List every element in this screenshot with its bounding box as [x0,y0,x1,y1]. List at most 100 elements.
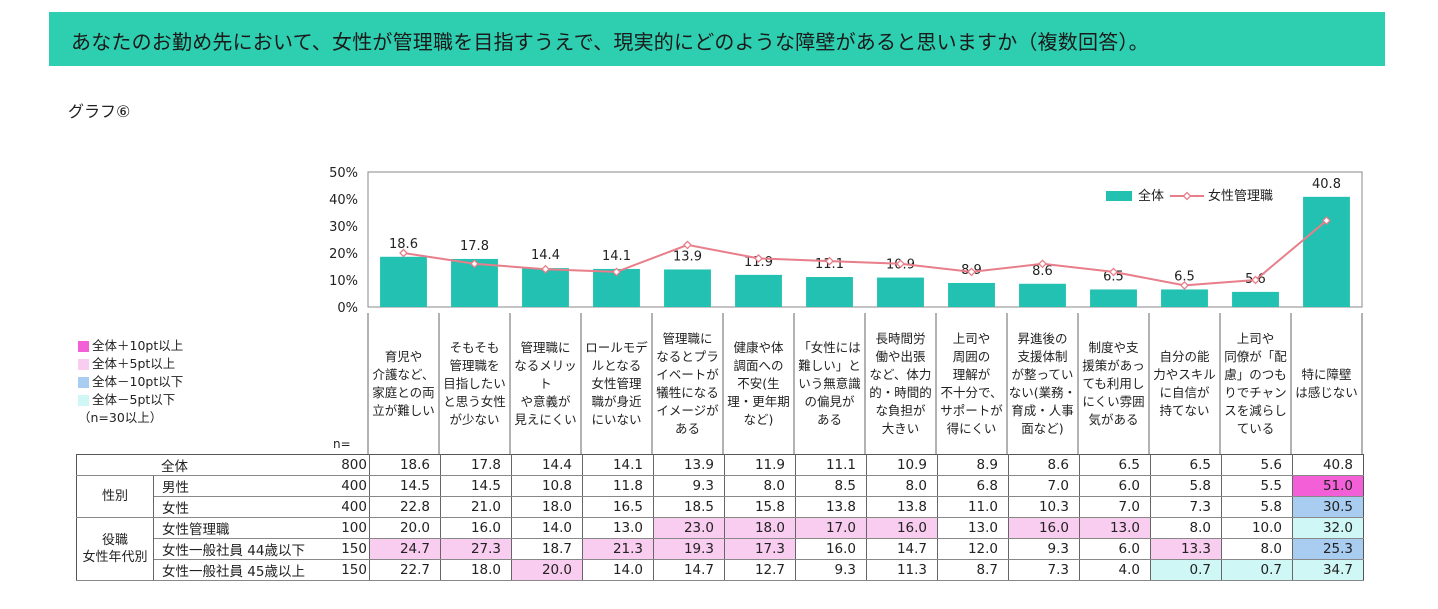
row-label: 女性一般社員 45歳以上 [153,559,315,581]
category-label: 特に障壁 は感じない [1291,330,1362,438]
table-cell: 19.3 [653,538,725,560]
data-table: 全体 800 18.6 17.8 14.4 14.1 13.9 11.9 11.1 10.9 8.9… [76,454,1364,581]
table-cell: 16.0 [1008,517,1080,539]
table-cell: 17.0 [795,517,867,539]
legend-label-line: 女性管理職 [1208,188,1273,204]
table-cell: 13.8 [795,496,867,518]
row-n: 150 [314,559,370,581]
table-cell: 13.0 [582,517,654,539]
table-cell: 10.0 [1221,517,1293,539]
line-marker [1322,216,1331,226]
category-label-text: 管理職に なるとプラ イベートが 犠牲になる イメージが ある [656,331,719,436]
category-label-text: 特に障壁 は感じない [1295,367,1358,400]
category-label: 「女性には 難しい」と いう無意識 の偏見が ある [794,330,865,438]
category-label-text: ロールモデ ルとなる 女性管理 職が身近 にいない [585,340,648,427]
table-cell: 6.8 [937,475,1009,497]
table-cell: 22.8 [369,496,441,518]
table-cell: 30.5 [1292,496,1364,518]
table-cell: 11.9 [724,454,796,476]
category-label: 上司や 同僚が「配 慮」のつも りでチャン スを減らし ている [1220,330,1291,438]
table-cell: 6.5 [1150,454,1222,476]
category-label: 制度や支 援策があっ ても利用し にくい雰囲 気がある [1078,330,1149,438]
line-marker [1038,259,1047,269]
category-label-text: 上司や 周囲の 理解が 不十分で、 サポートが 得にくい [940,331,1003,436]
bar [735,274,782,307]
table-cell: 21.0 [440,496,512,518]
row-label: 女性管理職 [153,517,315,539]
table-cell: 18.0 [724,517,796,539]
line-marker [470,259,479,269]
row-label: 女性一般社員 44歳以下 [153,538,315,560]
y-tick-label: 50% [329,166,358,181]
table-cell: 12.0 [937,538,1009,560]
line-marker [967,267,976,277]
line-marker [612,267,621,277]
table-cell: 13.8 [866,496,938,518]
line-marker [683,240,692,250]
line-marker [1180,280,1189,290]
table-cell: 18.0 [440,559,512,581]
bar [1019,283,1066,307]
table-cell: 8.7 [937,559,1009,581]
table-cell: 34.7 [1292,559,1364,581]
table-cell: 22.7 [369,559,441,581]
table-cell: 11.1 [795,454,867,476]
plot-frame [367,171,1363,308]
category-label: 健康や体 調面への 不安(生 理・更年期 など) [723,330,794,438]
data-label: 14.4 [531,248,560,263]
data-label: 8.6 [1032,264,1053,279]
y-tick-label: 40% [329,193,358,208]
category-label: 長時間労 働や出張 など、体力 的・時間的 な負担が 大きい [865,330,936,438]
table-cell: 15.8 [724,496,796,518]
bar [664,269,711,307]
table-cell: 11.8 [582,475,654,497]
row-group-label: 性別 [76,475,154,518]
table-cell: 17.3 [724,538,796,560]
category-label: ロールモデ ルとなる 女性管理 職が身近 にいない [581,330,652,438]
data-label: 18.6 [389,237,418,252]
table-cell: 32.0 [1292,517,1364,539]
table-row: 女性一般社員 44歳以下 150 24.7 27.3 18.7 21.3 19.3 17.3 1… [77,538,1364,560]
y-tick-label: 0% [337,301,358,316]
table-cell: 18.0 [511,496,583,518]
row-n: 800 [314,454,370,476]
table-cell: 4.0 [1079,559,1151,581]
bar [1232,291,1279,307]
table-row: 全体 800 18.6 17.8 14.4 14.1 13.9 11.9 11.1 10.9 8.9… [76,454,1364,476]
table-cell: 14.5 [369,475,441,497]
table-cell: 8.5 [795,475,867,497]
y-tick-label: 10% [329,274,358,289]
line-marker [399,248,408,258]
key-label: 全体＋10pt以上 [92,338,184,353]
row-label: 男性 [153,475,315,497]
category-label-text: 上司や 同僚が「配 慮」のつも りでチャン スを減らし ている [1224,331,1287,436]
table-cell: 18.6 [369,454,441,476]
table-cell: 9.3 [653,475,725,497]
table-cell: 10.8 [511,475,583,497]
table-cell: 5.8 [1221,496,1293,518]
bar [877,277,924,307]
bar [948,282,995,307]
table-cell: 14.5 [440,475,512,497]
page-title: あなたのお勤め先において、女性が管理職を目指すうえで、現実的にどのような障壁があ… [71,30,1149,54]
table-cell: 14.7 [866,538,938,560]
category-label-text: 管理職に なるメリット や意義が 見えにくい [514,340,577,427]
key-label: 全体－5pt以下 [92,392,176,407]
table-cell: 16.0 [795,538,867,560]
key-label: 全体＋5pt以上 [92,356,176,371]
y-tick-label: 20% [329,247,358,262]
category-label: 管理職に なるとプラ イベートが 犠牲になる イメージが ある [652,330,723,438]
table-cell: 6.0 [1079,538,1151,560]
bar [1161,289,1208,307]
line-marker [541,264,550,274]
table-cell: 10.3 [1008,496,1080,518]
table-cell: 24.7 [369,538,441,560]
table-cell: 8.0 [866,475,938,497]
category-label: 自分の能 力やスキル に自信が 持てない [1149,330,1220,438]
line-series-female-managers [403,219,1328,287]
table-cell: 18.7 [511,538,583,560]
data-label: 13.9 [673,249,702,264]
table-cell: 8.9 [937,454,1009,476]
table-cell: 11.0 [937,496,1009,518]
